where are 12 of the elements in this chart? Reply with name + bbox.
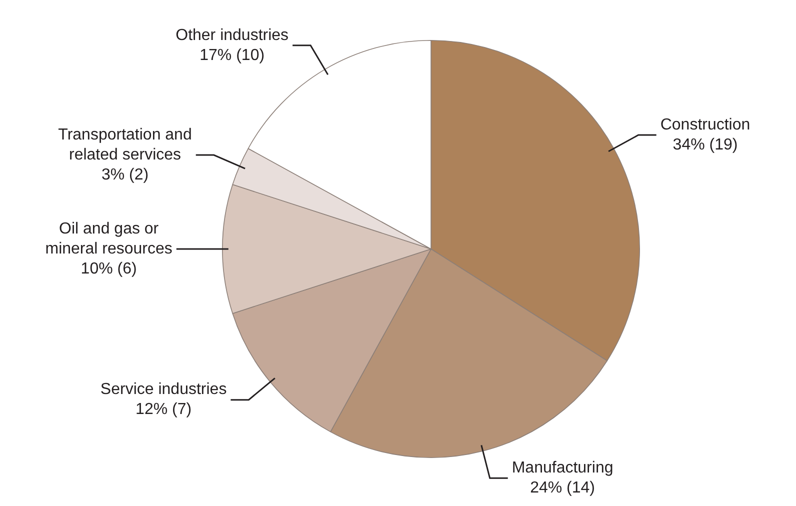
slice-label: Manufacturing	[512, 460, 614, 477]
data-label: 10% (6)	[80, 260, 137, 278]
data-label: 3% (2)	[101, 166, 149, 184]
data-label: 24% (14)	[530, 480, 595, 497]
data-label: 12% (7)	[136, 401, 192, 418]
slice-label: Other industries	[176, 26, 289, 44]
slice-label: Oil and gas or mineral resources	[45, 220, 172, 258]
slice-label: Transportation and related services	[58, 126, 192, 164]
slice-label: Construction	[660, 116, 750, 134]
slice-label: Service industries	[100, 381, 227, 398]
data-label: 17% (10)	[200, 46, 265, 64]
data-label: 34% (19)	[672, 136, 738, 154]
